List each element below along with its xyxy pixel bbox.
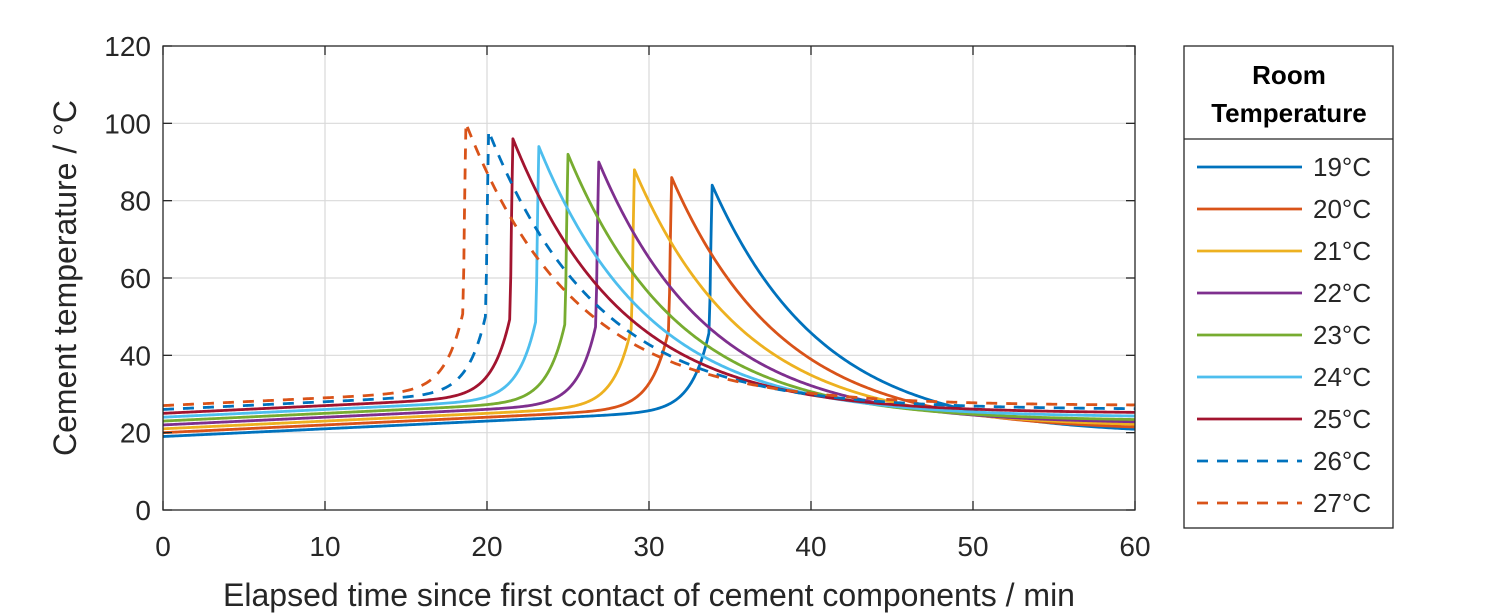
legend-label: 24°C xyxy=(1313,362,1371,392)
legend-items: 19°C 20°C 21°C 22°C 23°C 24°C 25°C 26°C 27°C xyxy=(1197,152,1371,518)
series-line-23c xyxy=(162,152,1136,423)
tick-labels: 0 10 20 30 40 50 60 0 20 40 60 80 100 120 xyxy=(104,31,1150,562)
x-tick-label: 20 xyxy=(471,531,502,562)
series-line-27c xyxy=(162,121,1136,407)
legend-title-line-1: Room xyxy=(1252,60,1326,90)
y-tick-label: 80 xyxy=(120,186,151,217)
y-tick-label: 40 xyxy=(120,340,151,371)
legend: Room Temperature 19°C 20°C 21°C 22°C 23°C 24°… xyxy=(1183,45,1394,529)
legend-label: 22°C xyxy=(1313,278,1371,308)
y-axis-title: Cement temperature / °C xyxy=(47,100,83,456)
series-group xyxy=(162,121,1136,438)
legend-label: 20°C xyxy=(1313,194,1371,224)
x-tick-label: 60 xyxy=(1119,531,1150,562)
x-tick-label: 30 xyxy=(633,531,664,562)
legend-label: 19°C xyxy=(1313,152,1371,182)
legend-label: 21°C xyxy=(1313,236,1371,266)
series-line-26c xyxy=(162,129,1136,411)
y-tick-label: 0 xyxy=(135,495,151,526)
x-axis-title: Elapsed time since first contact of ceme… xyxy=(223,577,1075,613)
y-tick-label: 120 xyxy=(104,31,151,62)
x-tick-label: 10 xyxy=(309,531,340,562)
series-line-25c xyxy=(162,137,1136,415)
x-tick-label: 40 xyxy=(795,531,826,562)
legend-title-line-2: Temperature xyxy=(1211,98,1367,128)
legend-label: 27°C xyxy=(1313,488,1371,518)
tick-marks xyxy=(162,45,1136,511)
y-tick-label: 20 xyxy=(120,418,151,449)
legend-box xyxy=(1183,45,1394,529)
legend-label: 23°C xyxy=(1313,320,1371,350)
y-tick-label: 60 xyxy=(120,263,151,294)
y-tick-label: 100 xyxy=(104,108,151,139)
x-tick-label: 0 xyxy=(155,531,171,562)
legend-label: 26°C xyxy=(1313,446,1371,476)
x-tick-label: 50 xyxy=(957,531,988,562)
legend-label: 25°C xyxy=(1313,404,1371,434)
series-line-24c xyxy=(162,145,1136,419)
